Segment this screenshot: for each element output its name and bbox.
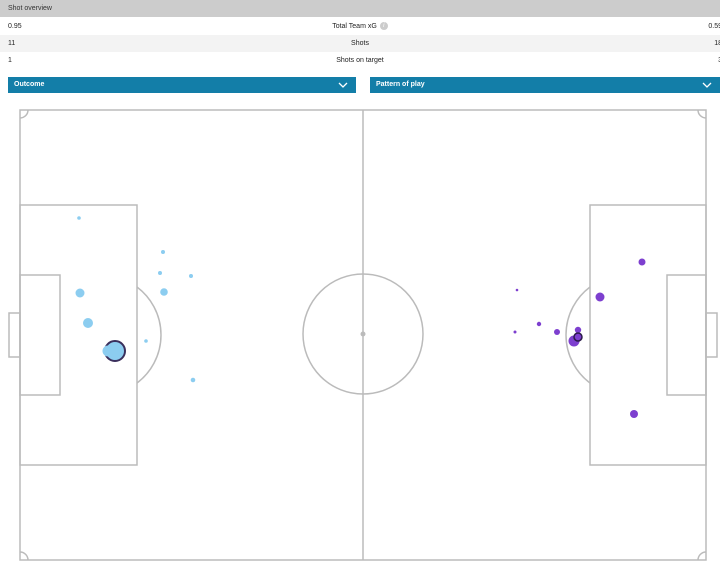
right-penalty-box (589, 204, 707, 466)
shot-marker[interactable] (102, 345, 114, 357)
chevron-down-icon (702, 82, 712, 88)
pattern-dropdown-label: Pattern of play (376, 81, 425, 88)
header-title: Shot overview (8, 5, 52, 12)
shot-marker[interactable] (77, 216, 81, 220)
away-shots-value: 18 (714, 40, 720, 47)
corner-arc (19, 551, 29, 561)
shot-marker[interactable] (160, 288, 168, 296)
right-six-yard-box (666, 274, 707, 396)
away-xg-value: 0.59 (708, 23, 720, 30)
stat-row-shots-on-target: 1 Shots on target 3 (0, 52, 720, 69)
pitch-lines (8, 109, 718, 561)
left-goal (8, 312, 21, 358)
shot-marker[interactable] (190, 377, 196, 383)
away-shots (513, 258, 646, 418)
goal-marker[interactable] (573, 332, 583, 342)
shot-marker[interactable] (515, 288, 519, 292)
corner-arc (697, 109, 707, 119)
left-six-yard-box (19, 274, 61, 396)
right-goal (705, 312, 718, 358)
shot-marker[interactable] (638, 258, 646, 266)
shot-marker[interactable] (554, 329, 560, 335)
corner-arc (19, 109, 29, 119)
away-sot-value: 3 (718, 52, 720, 69)
centre-circle (302, 273, 424, 395)
home-shots (75, 216, 196, 383)
home-sot-value: 1 (8, 57, 12, 64)
shot-marker[interactable] (536, 321, 542, 327)
shot-marker[interactable] (158, 271, 162, 275)
xg-label: Total Team xG (332, 23, 377, 30)
shot-marker[interactable] (83, 318, 93, 328)
centre-spot (360, 331, 366, 337)
shot-map-pitch (8, 109, 718, 561)
shot-marker[interactable] (574, 326, 582, 334)
info-icon[interactable]: i (379, 22, 388, 31)
sot-label: Shots on target (336, 57, 384, 64)
pattern-of-play-dropdown[interactable]: Pattern of play (370, 77, 720, 93)
home-shots-value: 11 (8, 40, 16, 47)
shot-marker[interactable] (595, 292, 605, 302)
home-xg-value: 0.95 (8, 23, 22, 30)
chevron-down-icon (338, 82, 348, 88)
corner-arc (697, 551, 707, 561)
stat-row-xg: 0.95 Total Team xGi 0.59 (0, 18, 720, 35)
shot-marker[interactable] (513, 330, 517, 334)
shot-marker[interactable] (161, 250, 165, 254)
shot-marker[interactable] (144, 339, 148, 343)
outcome-dropdown-label: Outcome (14, 81, 45, 88)
shots-label: Shots (351, 40, 369, 47)
left-penalty-arc (136, 286, 162, 384)
stat-row-shots: 11 Shots 18 (0, 35, 720, 52)
shot-marker[interactable] (75, 288, 85, 298)
shot-overview-header: Shot overview (0, 0, 720, 17)
shot-marker[interactable] (630, 410, 638, 418)
left-penalty-box (19, 204, 138, 466)
outcome-dropdown[interactable]: Outcome (8, 77, 356, 93)
right-penalty-arc (565, 286, 591, 384)
shot-marker[interactable] (189, 274, 193, 278)
